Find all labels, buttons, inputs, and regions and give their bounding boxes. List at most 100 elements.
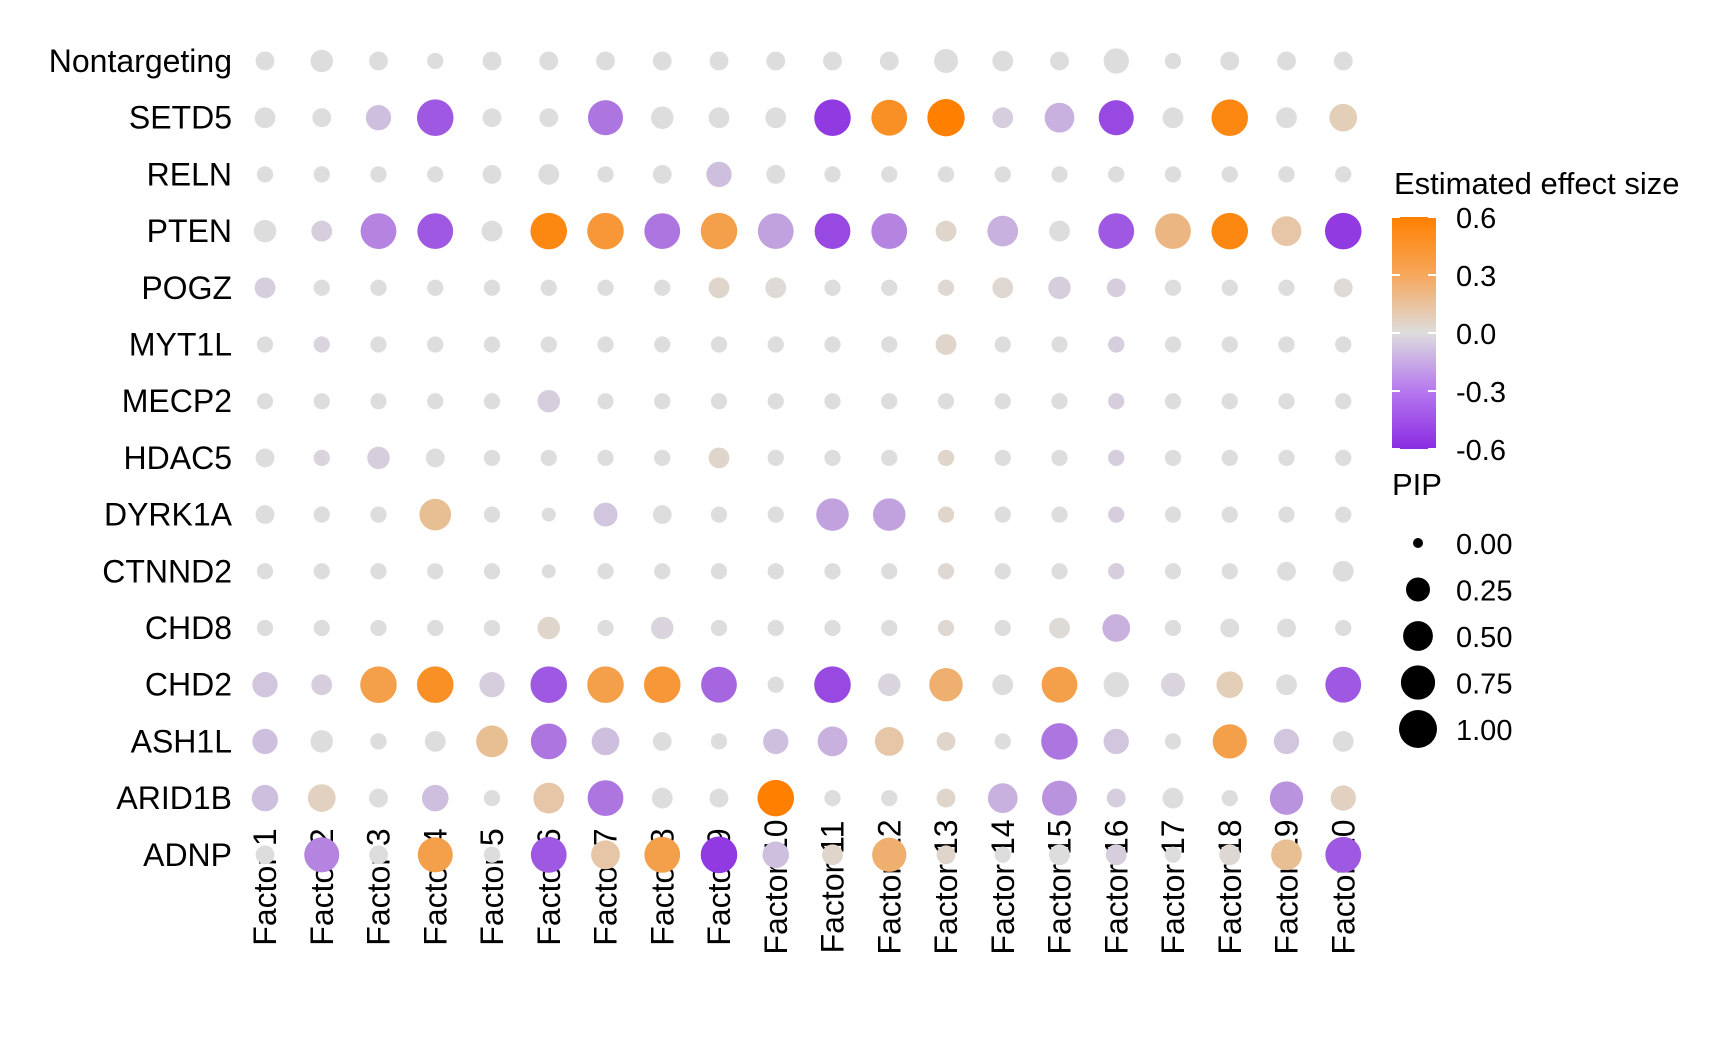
dot-pogz-factor-20: [1333, 278, 1353, 298]
row-label: CHD8: [145, 610, 232, 646]
dot-mecp2-factor-17: [1164, 393, 1182, 410]
dot-setd5-factor-2: [312, 108, 332, 128]
dot-adnp-factor-10: [762, 841, 790, 869]
dot-ash1l-factor-1: [252, 728, 278, 755]
dot-myt1l-factor-10: [767, 336, 784, 353]
dot-arid1b-factor-4: [421, 784, 449, 812]
dot-ash1l-factor-20: [1332, 730, 1354, 752]
dot-ash1l-factor-17: [1164, 733, 1182, 750]
dot-ctnnd2-factor-9: [710, 563, 728, 580]
color-legend-tick-label: -0.3: [1456, 377, 1506, 409]
dot-dyrk1a-factor-1: [255, 505, 275, 525]
dot-pten-factor-10: [757, 213, 794, 250]
dot-chd8-factor-7: [597, 619, 614, 637]
color-legend-tick-label: 0.3: [1456, 261, 1496, 293]
dot-chd2-factor-11: [814, 666, 851, 703]
size-legend-label: 0.50: [1456, 622, 1512, 654]
column-label: Factor 17: [1155, 819, 1191, 954]
dot-dyrk1a-factor-15: [1051, 506, 1068, 523]
dot-adnp-factor-1: [255, 845, 275, 865]
dot-reln-factor-6: [538, 163, 560, 185]
dot-chd8-factor-13: [937, 619, 955, 637]
dot-setd5-factor-12: [871, 99, 908, 136]
dot-nontargeting-factor-6: [539, 51, 559, 71]
color-legend-tick-label: -0.6: [1456, 435, 1506, 467]
dot-ctnnd2-factor-15: [1051, 563, 1068, 580]
dot-hdac5-factor-4: [425, 448, 445, 468]
dot-mecp2-factor-18: [1221, 393, 1238, 410]
dot-adnp-factor-5: [483, 846, 501, 863]
dot-reln-factor-20: [1335, 166, 1352, 183]
dot-reln-factor-14: [994, 166, 1011, 183]
dot-pten-factor-3: [360, 213, 397, 250]
dot-setd5-factor-15: [1044, 102, 1075, 133]
dot-chd8-factor-12: [881, 619, 898, 637]
dot-pogz-factor-12: [881, 279, 898, 296]
dot-arid1b-factor-2: [307, 784, 336, 812]
dot-chd2-factor-9: [701, 666, 737, 703]
dot-setd5-factor-17: [1162, 107, 1184, 129]
dot-reln-factor-8: [652, 164, 672, 184]
dot-ctnnd2-factor-5: [483, 563, 501, 580]
size-legend-dot: [1413, 538, 1423, 548]
dot-chd8-factor-2: [313, 619, 330, 637]
dot-pogz-factor-18: [1221, 279, 1238, 296]
color-legend-tick-label: 0.6: [1456, 203, 1496, 235]
dot-arid1b-factor-16: [1106, 788, 1126, 808]
dot-adnp-factor-18: [1219, 844, 1241, 866]
dot-ctnnd2-factor-7: [597, 563, 614, 580]
dot-myt1l-factor-7: [597, 336, 614, 353]
color-legend: Estimated effect size 0.6 0.3 0.0 -0.3 -0.6: [1392, 166, 1679, 467]
dot-pogz-factor-1: [254, 277, 276, 299]
dot-hdac5-factor-12: [881, 449, 898, 467]
dot-nontargeting-factor-11: [823, 51, 842, 71]
dot-setd5-factor-8: [650, 106, 674, 129]
dot-pogz-factor-17: [1164, 279, 1182, 296]
dot-mecp2-factor-15: [1051, 393, 1068, 410]
dot-nontargeting-factor-15: [1050, 51, 1069, 71]
dot-mecp2-factor-14: [994, 393, 1011, 410]
dot-chd8-factor-5: [483, 619, 501, 637]
dot-hdac5-factor-2: [313, 449, 330, 467]
dot-pten-factor-2: [311, 220, 333, 242]
dot-nontargeting-factor-3: [369, 51, 388, 71]
color-legend-title: Estimated effect size: [1394, 166, 1679, 201]
dot-pten-factor-18: [1211, 212, 1249, 250]
dot-dyrk1a-factor-2: [313, 506, 330, 523]
dot-chd2-factor-6: [530, 666, 568, 703]
dot-pogz-factor-11: [824, 279, 841, 296]
dot-ctnnd2-factor-10: [767, 563, 784, 580]
dot-ctnnd2-factor-8: [654, 563, 671, 580]
dot-reln-factor-18: [1221, 166, 1238, 183]
dot-mecp2-factor-4: [427, 393, 444, 410]
dot-dyrk1a-factor-14: [994, 506, 1011, 523]
dot-ctnnd2-factor-12: [881, 563, 898, 580]
dot-myt1l-factor-13: [935, 334, 957, 355]
dot-setd5-factor-18: [1211, 99, 1249, 136]
column-label: Factor 11: [815, 821, 851, 954]
dot-ash1l-factor-15: [1041, 723, 1078, 760]
dot-chd8-factor-4: [427, 619, 444, 637]
dot-hdac5-factor-14: [994, 449, 1011, 467]
dot-dyrk1a-factor-20: [1335, 506, 1352, 523]
dot-chd2-factor-19: [1276, 674, 1297, 696]
dot-chd2-factor-10: [767, 676, 784, 693]
dot-arid1b-factor-5: [483, 789, 501, 807]
row-label: Nontargeting: [49, 43, 232, 79]
dot-setd5-factor-7: [587, 100, 624, 136]
dot-ash1l-factor-5: [476, 725, 508, 758]
dot-adnp-factor-19: [1271, 839, 1302, 871]
dot-chd2-factor-4: [416, 666, 454, 703]
column-label: Factor 5: [474, 828, 510, 945]
dot-pten-factor-19: [1271, 216, 1302, 246]
dot-mecp2-factor-13: [937, 393, 955, 410]
dot-ctnnd2-factor-17: [1164, 563, 1182, 580]
dot-dyrk1a-factor-3: [370, 506, 387, 523]
dot-nontargeting-factor-20: [1333, 51, 1353, 71]
dot-myt1l-factor-18: [1221, 336, 1238, 353]
dot-mecp2-factor-11: [824, 393, 841, 410]
dot-ash1l-factor-11: [817, 726, 848, 757]
row-label: ASH1L: [131, 723, 232, 759]
dot-setd5-factor-10: [765, 107, 787, 129]
dot-nontargeting-factor-14: [992, 50, 1014, 72]
